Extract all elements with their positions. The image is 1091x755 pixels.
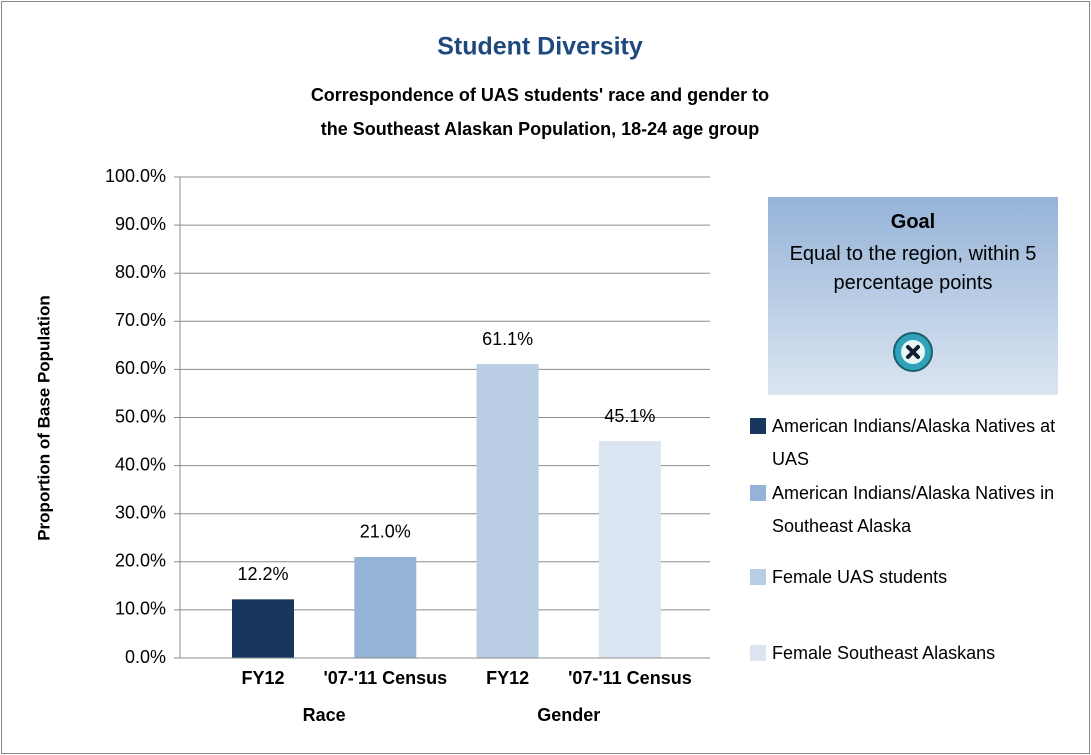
y-tick-label: 100.0% (105, 166, 166, 186)
bar (232, 599, 294, 658)
y-tick-label: 50.0% (115, 406, 166, 426)
goal-icon (893, 332, 933, 372)
x-group-label: Gender (537, 705, 600, 725)
bar (354, 556, 417, 658)
legend-swatch (750, 418, 766, 434)
legend-label: American Indians/Alaska Natives at UAS (772, 416, 1056, 469)
chart-subtitle: the Southeast Alaskan Population, 18-24 … (321, 119, 759, 139)
y-tick-label: 0.0% (125, 647, 166, 667)
value-label: 12.2% (237, 564, 288, 584)
goal-text: Equal to the region, within 5 percentage… (789, 243, 1037, 294)
y-tick-label: 70.0% (115, 310, 166, 330)
x-group-label: Race (303, 705, 346, 725)
legend-label: Female UAS students (772, 567, 948, 587)
value-label: 21.0% (360, 522, 411, 542)
x-tick-label: FY12 (241, 668, 284, 688)
y-tick-label: 90.0% (115, 214, 166, 234)
y-axis-label: Proportion of Base Population (34, 295, 53, 541)
value-label: 61.1% (482, 329, 533, 349)
chart-title: Student Diversity (437, 33, 643, 61)
legend-swatch (750, 485, 766, 501)
legend-label: Female Southeast Alaskans (772, 643, 996, 663)
bar (476, 364, 539, 658)
legend-swatch (750, 645, 766, 661)
chart-subtitle: Correspondence of UAS students' race and… (311, 85, 769, 105)
y-tick-label: 40.0% (115, 454, 166, 474)
value-label: 45.1% (604, 406, 655, 426)
x-tick-label: FY12 (486, 668, 529, 688)
legend-swatch (750, 569, 766, 585)
y-tick-label: 80.0% (115, 262, 166, 282)
x-tick-label: '07-'11 Census (323, 668, 447, 688)
x-tick-label: '07-'11 Census (568, 668, 692, 688)
legend-label: American Indians/Alaska Natives in South… (772, 483, 1055, 536)
y-tick-label: 60.0% (115, 358, 166, 378)
goal-box: Goal Equal to the region, within 5 perce… (768, 197, 1058, 395)
goal-title: Goal (890, 211, 936, 233)
y-tick-label: 20.0% (115, 551, 166, 571)
y-tick-label: 10.0% (115, 599, 166, 619)
y-tick-label: 30.0% (115, 502, 166, 522)
bar (598, 441, 661, 658)
